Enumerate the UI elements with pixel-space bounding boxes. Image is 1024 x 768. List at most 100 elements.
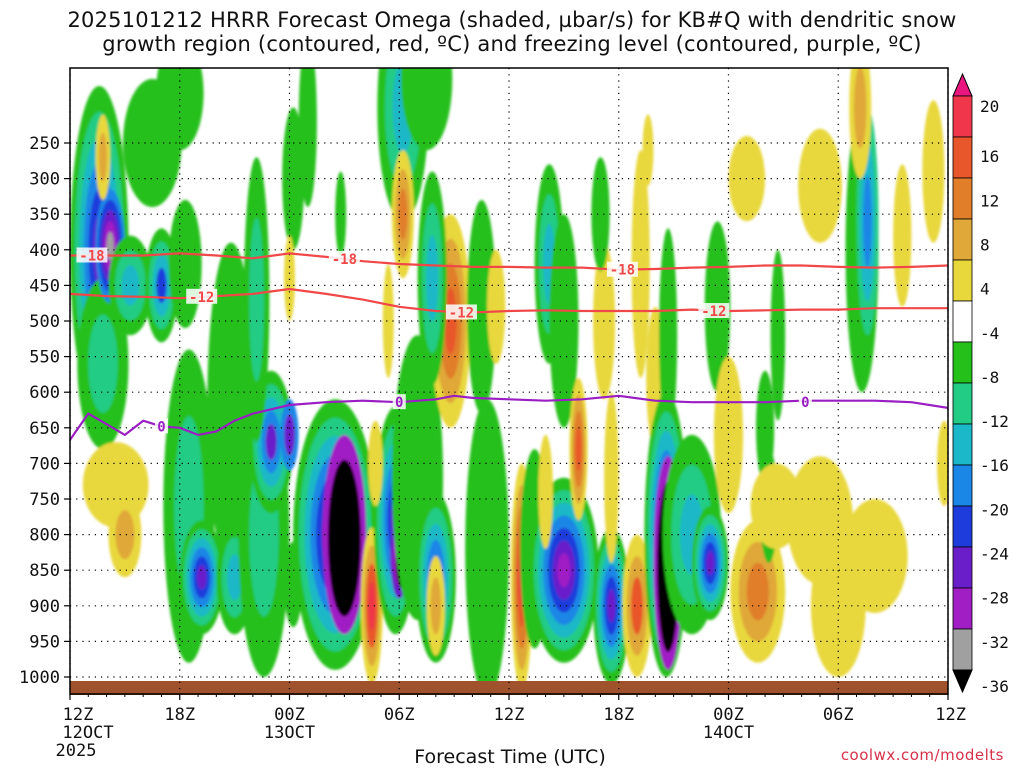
x-tick-year: 2025 bbox=[56, 741, 97, 761]
colorbar-segment bbox=[952, 464, 973, 507]
colorbar-segment bbox=[952, 546, 973, 589]
omega-cell bbox=[538, 434, 553, 549]
contour-label-bg bbox=[392, 394, 406, 410]
source-credit: coolwx.com/modelts bbox=[840, 746, 1004, 764]
omega-cell bbox=[746, 562, 769, 621]
omega-cell bbox=[575, 427, 582, 472]
colorbar-segment bbox=[952, 628, 973, 671]
omega-cell bbox=[444, 287, 457, 355]
omega-cell bbox=[115, 510, 135, 560]
y-tick-label: 400 bbox=[29, 241, 60, 261]
x-tick-label: 06Z bbox=[823, 705, 854, 725]
omega-cell bbox=[642, 114, 654, 186]
y-axis: 250 300 350 400 450 500 550 600 650 700 750 800 850 9… bbox=[19, 134, 70, 688]
omega-cell bbox=[607, 589, 616, 623]
y-tick-label: 350 bbox=[29, 205, 60, 225]
colorbar-segment bbox=[952, 95, 973, 138]
y-tick-label: 1000 bbox=[19, 668, 60, 688]
contour-label-bg bbox=[798, 394, 812, 410]
colorbar-label: -8 bbox=[980, 368, 999, 387]
omega-cell bbox=[591, 157, 610, 272]
contour-label: 0 bbox=[157, 419, 165, 435]
grid-lines bbox=[69, 68, 949, 694]
colorbar-segment bbox=[952, 136, 973, 179]
colorbar-label: -4 bbox=[980, 324, 999, 343]
dgz-minus18 bbox=[70, 252, 948, 271]
omega-cell bbox=[659, 228, 678, 442]
x-tick-date: 14OCT bbox=[703, 723, 754, 743]
colorbar-label: -16 bbox=[980, 456, 1009, 475]
x-tick-date: 13OCT bbox=[264, 723, 315, 743]
colorbar-top-arrow bbox=[952, 72, 973, 97]
y-tick-label: 950 bbox=[29, 632, 60, 652]
colorbar-label: 8 bbox=[980, 235, 990, 254]
contour-label-bg bbox=[154, 418, 168, 434]
omega-cell bbox=[298, 68, 317, 207]
colorbar-segment bbox=[952, 382, 973, 425]
omega-cell bbox=[853, 68, 867, 149]
omega-cell bbox=[922, 100, 945, 243]
contour-labels: -18 -18 -18 -12 -12 -12 0 0 0 bbox=[76, 247, 812, 435]
omega-cell bbox=[265, 424, 277, 460]
colorbar-label: 20 bbox=[980, 97, 999, 116]
contour-label: -12 bbox=[701, 304, 726, 320]
x-tick-label: 12Z bbox=[494, 705, 525, 725]
colorbar-label: -32 bbox=[980, 633, 1009, 652]
colorbar-label: -12 bbox=[980, 412, 1009, 431]
y-tick-label: 650 bbox=[29, 419, 60, 439]
x-tick-label: 12Z bbox=[63, 705, 94, 725]
omega-cell bbox=[426, 235, 439, 322]
omega-cell bbox=[335, 171, 347, 257]
colorbar-label: -20 bbox=[980, 500, 1009, 519]
y-tick-label: 550 bbox=[29, 348, 60, 368]
colorbar: 20 16 12 8 4 -4 -8 -12 -16 -20 -24 -28 -32 -36 bbox=[952, 72, 1009, 696]
omega-cell bbox=[398, 188, 408, 240]
omega-cell bbox=[368, 420, 383, 507]
omega-cell bbox=[368, 581, 376, 631]
colorbar-bottom-arrow bbox=[952, 669, 973, 694]
y-tick-label: 500 bbox=[29, 312, 60, 332]
y-tick-label: 450 bbox=[29, 276, 60, 296]
omega-blobs bbox=[70, 68, 948, 694]
chart-title-line-2: growth region (contoured, red, ºC) and f… bbox=[102, 32, 922, 56]
omega-cell bbox=[121, 265, 140, 306]
x-tick-label: 00Z bbox=[713, 705, 744, 725]
colorbar-label: -36 bbox=[980, 677, 1009, 696]
y-tick-label: 250 bbox=[29, 134, 60, 154]
colorbar-segment bbox=[952, 218, 973, 261]
x-tick-date: 12OCT bbox=[62, 723, 113, 743]
omega-cell bbox=[770, 249, 786, 421]
y-tick-label: 850 bbox=[29, 561, 60, 581]
colorbar-label: -24 bbox=[980, 545, 1009, 564]
omega-cell bbox=[863, 175, 872, 268]
omega-cell bbox=[197, 565, 207, 590]
x-tick-label: 12Z bbox=[935, 705, 966, 725]
x-axis-title: Forecast Time (UTC) bbox=[414, 746, 605, 768]
colorbar-segment bbox=[952, 587, 973, 630]
colorbar-segment bbox=[952, 259, 973, 302]
y-tick-label: 800 bbox=[29, 526, 60, 546]
colorbar-segment bbox=[952, 341, 973, 384]
omega-cell bbox=[88, 314, 118, 413]
contour-label-bg bbox=[606, 261, 638, 277]
omega-cell bbox=[156, 267, 167, 304]
omega-shaded-field bbox=[70, 68, 948, 694]
colorbar-segment bbox=[952, 177, 973, 220]
y-tick-label: 600 bbox=[29, 383, 60, 403]
omega-cell bbox=[841, 499, 908, 613]
omega-cell bbox=[893, 164, 912, 307]
omega-cell bbox=[706, 551, 715, 576]
omega-cell bbox=[156, 68, 204, 151]
omega-cell bbox=[631, 150, 650, 378]
x-tick-label: 18Z bbox=[603, 705, 634, 725]
omega-cell bbox=[401, 68, 453, 151]
contour-label: -12 bbox=[449, 305, 474, 321]
contour-label: -18 bbox=[332, 252, 357, 268]
contour-label-bg bbox=[186, 288, 218, 304]
contour-label-bg bbox=[698, 303, 730, 319]
x-tick-label: 00Z bbox=[274, 705, 305, 725]
x-tick-label: 18Z bbox=[164, 705, 195, 725]
contour-label: -18 bbox=[79, 248, 104, 264]
x-tick-label: 06Z bbox=[384, 705, 415, 725]
